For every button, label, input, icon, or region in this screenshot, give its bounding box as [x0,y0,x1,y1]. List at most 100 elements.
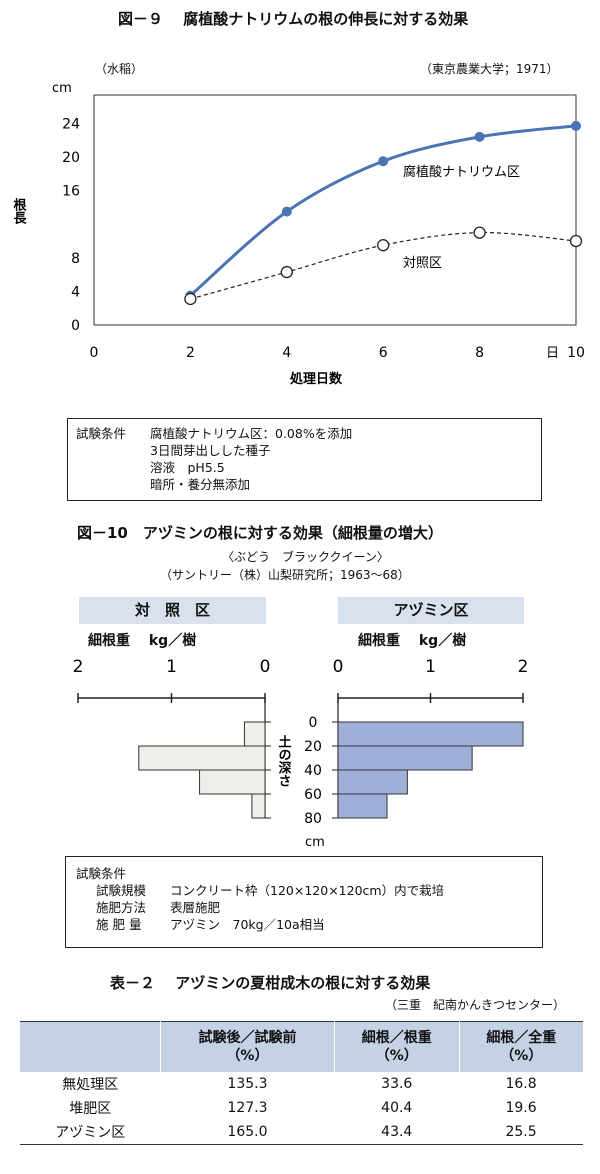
fig10-depth-tick-label: 40 [304,763,322,779]
fig9-condition-row: 3日間芽出しした種子 [150,443,271,458]
fig9-x-tick-label: 0 [90,345,99,361]
table-header-cell: 細根／全重 （%） [458,1021,583,1072]
fig9-y-unit: cm [52,81,72,96]
fig10-depth-tick-label: 20 [304,739,322,755]
fig9-data-point [184,292,197,306]
fig10-source: （サントリー（株）山梨研究所；1963～68） [160,568,410,582]
fig10-bars [138,721,524,819]
table-cell: 40.4 [381,1100,413,1116]
fig9-condition-row: 暗所・養分無添加 [150,477,251,492]
fig9-conditions-box: 試験条件 腐植酸ナトリウム区：0.08%を添加 3日間芽出しした種子 溶液 pH5… [67,418,542,501]
fig9-y-tick-label: 4 [71,284,80,300]
fig10-depth-tick-label: 60 [304,787,322,803]
table-row-label: 無処理区 [62,1077,119,1093]
fig10-control-bar [243,721,266,747]
fig9-series-label-control: 対照区 [403,256,442,271]
fig9-condition-row: 溶液 pH5.5 [150,460,225,475]
fig10-azumin-bar [337,745,473,771]
fig9-data-point [571,120,581,131]
fig10-azumin-bar [337,793,388,819]
fig9-x-tick-label: 4 [282,345,291,361]
table-header-row: 試験後／試験前 （%） 細根／根重 （%） 細根／全重 （%） [20,1021,583,1072]
fig9-x-label: 処理日数 [289,371,343,387]
fig9-source: （東京農業大学；1971） [420,62,559,76]
fig9-series-line [189,124,577,297]
fig9-x-tick-label: 6 [379,345,388,361]
fig10-right-tick-label: 1 [425,657,436,677]
fig9-series-line [190,231,577,300]
fig10-condition-row: 試験規模 コンクリート枠（120×120×120cm）内で栽培 [96,883,445,898]
table-cell: 33.6 [381,1076,413,1092]
fig9-x-tick-label: 8 [475,345,484,361]
fig10-left-tick-label: 2 [73,657,84,677]
fig10-depth-tick-label: 0 [309,715,318,731]
fig9-subject: （水稲） [95,62,144,76]
fig10-control-bar [138,745,266,771]
fig9-x-tick-label: 10 [567,345,585,361]
table-cell: 127.3 [227,1100,268,1116]
fig10-depth-ticks: 0 20 40 60 80 [265,715,338,827]
table-cell: 19.6 [505,1100,537,1116]
fig10-control-bar [199,769,266,795]
table-row: 堆肥区 127.3 40.4 19.6 [20,1096,583,1120]
fig9-data-point [569,234,583,248]
fig10-right-tick-label: 0 [333,657,344,677]
fig9-y-tick-label: 0 [71,318,80,334]
fig9-plot-frame [93,94,577,326]
fig9-y-label: 根長 [11,197,27,225]
fig10-conditions-box: 試験条件 試験規模 コンクリート枠（120×120×120cm）内で栽培 施肥方法… [65,856,543,948]
fig10-conditions-title: 試験条件 [76,866,127,881]
fig10-condition-row: 施肥方法 表層施肥 [96,900,221,915]
fig10-title: 図－10 アヅミンの根に対する効果（細根量の増大） [77,524,443,542]
table-cell: 25.5 [505,1124,537,1140]
fig9-title: 図－９ 腐植酸ナトリウムの根の伸長に対する効果 [118,10,469,28]
fig10-right-axis-label: 細根重 kg／樹 [358,633,467,649]
table-row: アヅミン区 165.0 43.4 25.5 [20,1120,583,1145]
fig10-azumin-bar [337,769,408,795]
table-header-cell: 試験後／試験前 （%） [160,1021,335,1072]
fig10-left-header: 対 照 区 [79,597,266,624]
fig9-data-point [281,206,292,217]
fig9-data-point [280,265,293,279]
fig9-y-tick-label: 8 [71,251,80,267]
fig10-condition-row: 施 肥 量アヅミン 70kg／10a相当 [96,917,325,932]
fig10-control-bar [251,793,266,819]
fig10-left-tick-label: 0 [260,657,271,677]
table-cell: 43.4 [381,1124,413,1140]
fig10-azumin-bar [337,721,524,747]
fig10-depth-label: 土の深さ [276,734,292,787]
fig9-series-label-treatment: 腐植酸ナトリウム区 [403,165,520,180]
fig9-y-tick-label: 20 [62,150,80,166]
fig9-x-unit: 日 [546,346,559,361]
table2: 試験後／試験前 （%） 細根／根重 （%） 細根／全重 （%） 無処理区 135.3 … [20,1021,583,1145]
table-cell: 135.3 [227,1076,268,1092]
fig10-left-axis-label: 細根重 kg／樹 [88,633,197,649]
fig10-right-header: アヅミン区 [338,597,524,624]
fig10-depth-tick-label: 80 [304,811,322,827]
table-row: 無処理区 135.3 33.6 16.8 [20,1072,583,1096]
fig9-condition-row: 試験条件 腐植酸ナトリウム区：0.08%を添加 [76,426,353,441]
fig9-x-tick-label: 2 [186,345,195,361]
fig9-data-point [474,131,485,142]
fig9-y-tick-label: 16 [62,184,80,200]
fig10-depth-unit: cm [305,835,325,850]
table-header-cell: 細根／根重 （%） [333,1021,460,1072]
table2-title: 表－２ アヅミンの夏柑成木の根に対する効果 [110,974,431,992]
fig9-series [184,120,583,306]
fig9-data-point [378,156,389,167]
fig9-data-point [377,239,390,252]
fig10-left-tick-label: 1 [166,657,177,677]
table2-source: （三重 紀南かんきつセンター） [385,998,566,1012]
fig9-data-point [473,226,486,239]
table-header-cell [20,1021,161,1072]
table-row-label: アヅミン区 [55,1125,126,1141]
fig9-y-ticks: 0 4 8 16 20 24 [62,116,80,334]
table-row-label: 堆肥区 [69,1101,112,1117]
fig10-right-tick-label: 2 [518,657,529,677]
fig10-chart: 2 1 0 0 1 2 0 20 40 60 80 土の深さ cm [73,657,529,850]
fig9-x-ticks: 0 2 4 6 8 10 [90,345,585,361]
table-cell: 16.8 [505,1076,537,1092]
fig9-y-tick-label: 24 [62,116,80,132]
table-cell: 165.0 [227,1124,268,1140]
